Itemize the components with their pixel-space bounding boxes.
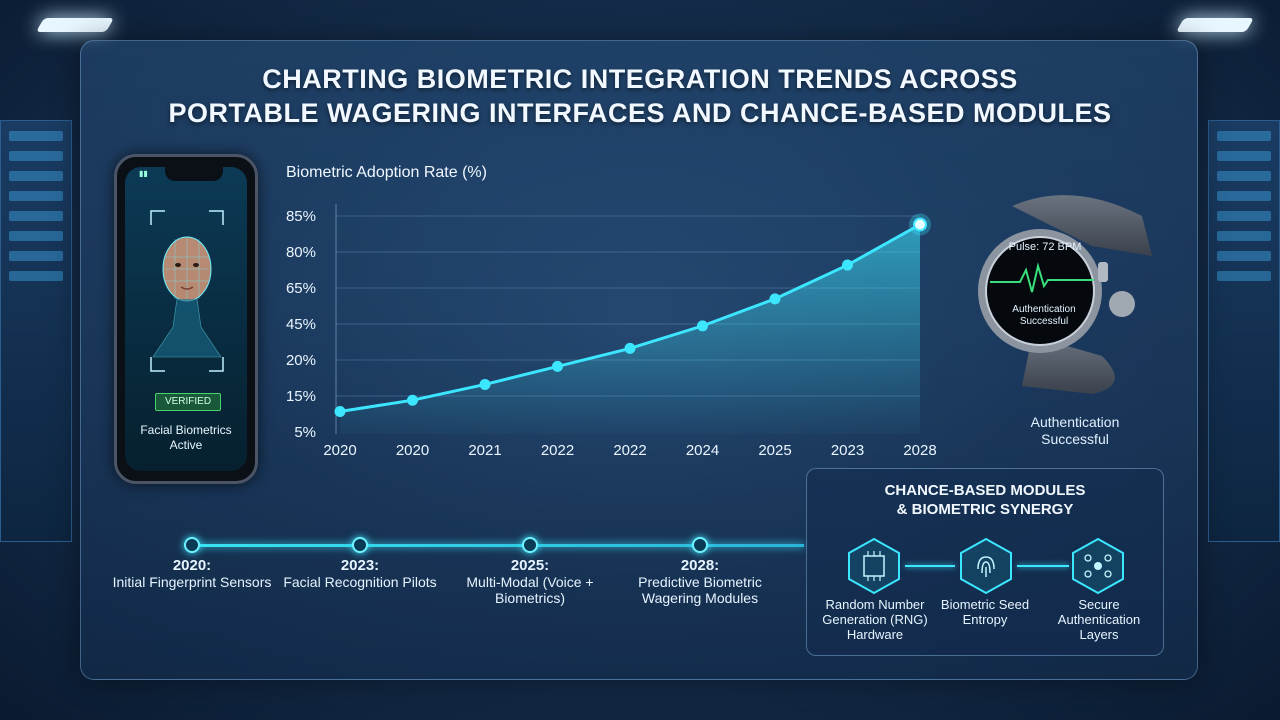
data-point [334,405,346,417]
synergy-box: CHANCE-BASED MODULES & BIOMETRIC SYNERGY… [806,468,1164,656]
arrow-icon [905,565,955,567]
phone-biometrics-label: Facial Biometrics Active [140,423,232,452]
signal-icon: ▮▮ [139,169,148,178]
x-tick-label: 2028 [903,442,936,459]
smartphone: ▮▮ VERIFIED Facial Biometrics Active [114,154,258,484]
chart-title: Biometric Adoption Rate (%) [286,164,487,181]
ceiling-light [1175,18,1255,32]
x-tick-label: 2024 [686,442,719,459]
network-shield-icon [1072,537,1124,595]
timeline-dot [184,537,200,553]
x-tick-label: 2020 [323,442,356,459]
synergy-title: CHANCE-BASED MODULES & BIOMETRIC SYNERGY [807,481,1163,519]
timeline-item: 2028: Predictive Biometric Wagering Modul… [615,557,785,607]
ceiling-light [35,18,115,32]
phone-screen: ▮▮ VERIFIED Facial Biometrics Active [125,167,247,471]
x-tick-label: 2021 [468,442,501,459]
phone-notch [165,167,223,181]
data-point [407,394,418,406]
y-tick-label: 85% [286,208,316,225]
timeline-dot [522,537,538,553]
timeline-text: Initial Fingerprint Sensors [112,574,272,590]
synergy-title-line-1: CHANCE-BASED MODULES [884,482,1086,499]
verified-badge: VERIFIED [155,393,221,411]
y-tick-label: 80% [286,244,316,261]
smartwatch-icon [978,195,1152,394]
x-tick-label: 2022 [541,442,574,459]
timeline-item: 2023: Facial Recognition Pilots [275,557,445,591]
fingerprint-icon [960,537,1012,595]
timeline-text: Facial Recognition Pilots [283,574,437,590]
timeline-dot [692,537,708,553]
timeline-year: 2028: [680,557,720,574]
watch-auth-line-2: Successful [1019,316,1069,327]
page-title: CHARTING BIOMETRIC INTEGRATION TRENDS AC… [140,62,1140,130]
timeline-year: 2020: [172,557,212,574]
server-rack-left [0,120,72,542]
timeline-item: 2020: Initial Fingerprint Sensors [107,557,277,591]
watch-caption: Authentication Successful [1030,414,1120,447]
timeline-text: Predictive Biometric Wagering Modules [638,574,762,606]
y-tick-label: 20% [286,352,316,369]
face-scan-icon [150,210,224,372]
synergy-label-auth: Secure Authentication Layers [1057,597,1141,642]
title-line-1: CHARTING BIOMETRIC INTEGRATION TRENDS AC… [262,64,1018,94]
data-point [842,259,853,271]
x-tick-label: 2022 [613,442,646,459]
data-point [479,378,491,390]
watch-auth-text: Authentication Successful [996,304,1092,328]
data-point [769,293,781,305]
watch-auth-line-1: Authentication [1012,304,1076,315]
data-point [624,342,636,354]
watch-pulse: Pulse: 72 BPM [1008,241,1082,253]
y-tick-label: 5% [294,424,316,441]
timeline-year: 2025: [510,557,550,574]
area-fill [340,224,920,434]
y-tick-label: 15% [286,388,316,405]
timeline-line [192,544,804,547]
synergy-label-rng: Random Number Generation (RNG) Hardware [822,597,928,642]
adoption-line-chart: 85% 80% 65% 45% 20% 15% 5% 2020 2020 2021 2022 2022… [286,204,937,459]
timeline-text: Multi-Modal (Voice + Biometrics) [466,574,594,606]
timeline-year: 2023: [340,557,380,574]
data-point [552,360,563,372]
server-rack-right [1208,120,1280,542]
data-point [913,217,927,232]
heartbeat-icon [990,262,1094,293]
title-line-2: PORTABLE WAGERING INTERFACES AND CHANCE-… [168,98,1112,128]
y-tick-label: 45% [286,316,316,333]
arrow-icon [1017,565,1069,567]
timeline-dot [352,537,368,553]
synergy-label-seed: Biometric Seed Entropy [940,597,1030,627]
timeline-item: 2025: Multi-Modal (Voice + Biometrics) [445,557,615,607]
x-tick-label: 2023 [831,442,864,459]
synergy-title-line-2: & BIOMETRIC SYNERGY [896,501,1074,518]
x-tick-label: 2025 [758,442,791,459]
x-tick-label: 2020 [396,442,429,459]
y-tick-label: 65% [286,280,316,297]
data-point [697,320,708,332]
rng-chip-icon [848,537,900,595]
